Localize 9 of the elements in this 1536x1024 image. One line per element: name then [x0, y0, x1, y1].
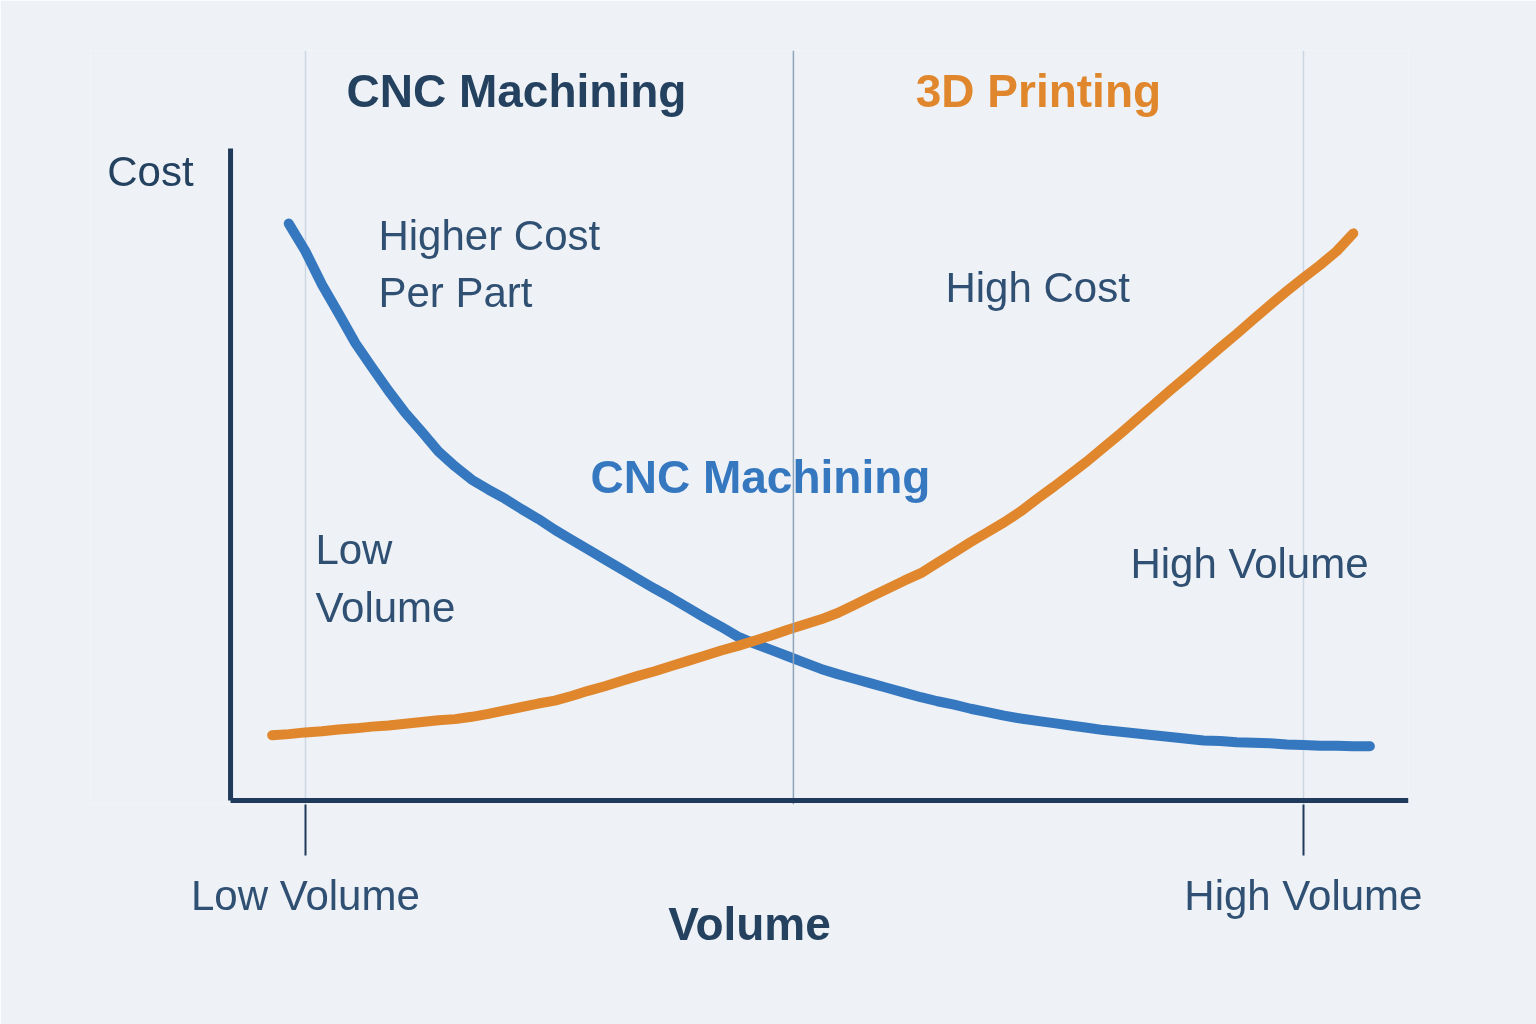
annotation: High Cost	[945, 263, 1131, 311]
y-axis-title: Cost	[107, 148, 194, 196]
annotation: High Volume	[1130, 540, 1369, 588]
chart-title: CNC Machining	[346, 65, 687, 118]
annotation: Low Volume	[315, 526, 456, 631]
series-label: CNC Machining	[590, 451, 931, 504]
annotation: Higher Cost Per Part	[378, 211, 601, 317]
text: 3D Printing	[915, 65, 1162, 118]
x-axis-title: Volume	[668, 897, 831, 950]
